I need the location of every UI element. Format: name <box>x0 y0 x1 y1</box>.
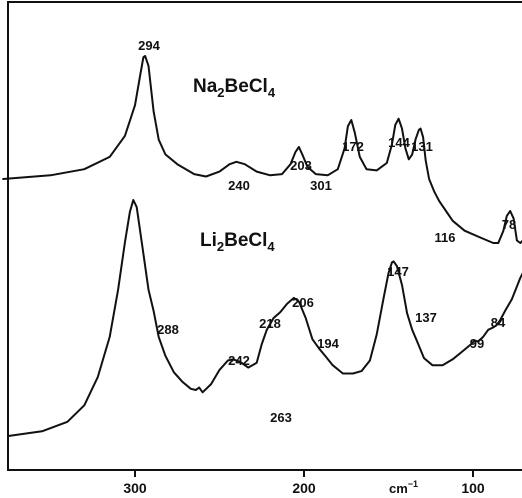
plot-frame <box>7 1 522 471</box>
peak-label-78: 78 <box>502 217 516 232</box>
na2becl4-series-label: Na2BeCl4 <box>193 76 276 100</box>
peak-label-131: 131 <box>411 139 433 154</box>
peak-label-116: 116 <box>435 230 456 245</box>
li2becl4-spectrum-line <box>7 199 522 437</box>
peak-label-206: 206 <box>292 295 314 310</box>
peak-label-263: 263 <box>270 410 292 425</box>
peak-label-172: 172 <box>342 139 364 154</box>
x-axis-ticks <box>134 470 474 477</box>
peak-label-99: 99 <box>470 336 484 351</box>
peak-label-301: 301 <box>310 178 332 193</box>
peak-label-242: 242 <box>228 353 250 368</box>
peak-label-203: 203 <box>290 158 312 173</box>
x-tick-label-200: 200 <box>292 480 316 496</box>
peak-label-240: 240 <box>228 178 250 193</box>
x-tick-label-100: 100 <box>461 480 485 496</box>
peak-label-294: 294 <box>138 38 160 53</box>
na2becl4-spectrum-line <box>2 55 522 244</box>
x-axis-unit-label: cm−1 <box>389 479 418 496</box>
peak-label-144: 144 <box>388 135 410 150</box>
x-axis-tick-labels: 300 200 100 <box>123 480 485 496</box>
peak-label-147: 147 <box>387 264 409 279</box>
peak-label-84: 84 <box>491 315 506 330</box>
peak-label-288: 288 <box>157 322 179 337</box>
na2becl4-peak-labels: 294 240 203 172 144 131 116 78 <box>138 38 516 245</box>
li2becl4-series-label: Li2BeCl4 <box>200 230 275 254</box>
x-tick-label-300: 300 <box>123 480 147 496</box>
li2becl4-peak-labels: 301 288 263 242 218 206 194 147 137 99 84 <box>157 178 506 425</box>
peak-label-137: 137 <box>415 310 437 325</box>
peak-label-218: 218 <box>259 316 281 331</box>
peak-label-194: 194 <box>317 336 339 351</box>
